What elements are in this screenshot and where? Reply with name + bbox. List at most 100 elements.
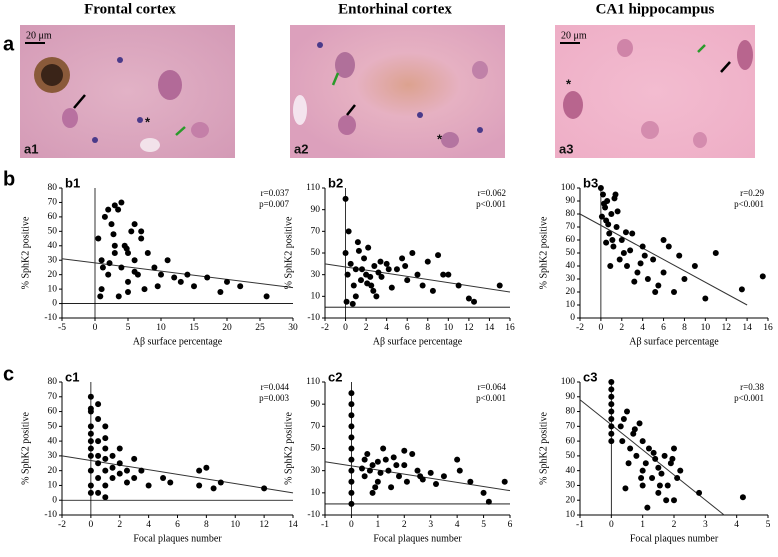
point (105, 271, 112, 278)
point (614, 208, 621, 215)
point (359, 266, 365, 273)
point (344, 271, 351, 278)
point (658, 470, 665, 477)
y-tick-label: 40 (48, 241, 58, 251)
y-tick-label: 30 (48, 451, 58, 461)
point (620, 415, 627, 422)
annotation: p=0.003 (259, 393, 289, 403)
point (350, 282, 357, 289)
row-label: b (3, 168, 15, 190)
point (138, 228, 145, 235)
point (624, 263, 630, 269)
point (261, 485, 268, 492)
point (105, 206, 112, 213)
point (454, 456, 461, 463)
point (598, 213, 605, 220)
point (144, 250, 151, 256)
point (485, 498, 492, 505)
point (361, 255, 368, 262)
point (375, 269, 382, 276)
y-tick-label: 50 (566, 248, 576, 258)
x-tick-label: 15 (189, 323, 199, 333)
x-tick-label: 4 (640, 323, 645, 333)
x-tick-label: 4 (455, 520, 460, 530)
point (352, 266, 359, 273)
point (87, 405, 94, 412)
point (141, 286, 148, 293)
y-tick-label: 80 (566, 407, 576, 417)
y-tick-label: 80 (566, 209, 576, 219)
scale-bar-label: 20 μm (561, 30, 587, 41)
point (608, 423, 615, 430)
point (644, 276, 651, 282)
point (123, 479, 130, 486)
point (191, 283, 197, 290)
point (676, 252, 683, 259)
micrograph: 20 μm * a1 (20, 25, 235, 158)
point (115, 293, 122, 300)
x-tick-label: 3 (428, 520, 433, 530)
point (465, 295, 472, 302)
point (409, 250, 416, 256)
y-axis-label: % SphK2 positive (538, 412, 549, 485)
y-tick-label: 30 (311, 270, 321, 280)
point (611, 195, 618, 202)
micrograph: * a2 (290, 25, 505, 158)
point (125, 250, 131, 256)
column-header: Entorhinal cortex (338, 1, 452, 17)
y-tick-label: 70 (311, 227, 321, 237)
y-tick-label: 40 (566, 261, 576, 271)
point (342, 250, 349, 256)
point (118, 264, 125, 271)
x-tick-label: -5 (58, 323, 66, 333)
point (102, 455, 109, 462)
point (217, 479, 224, 486)
point (171, 274, 178, 281)
point (660, 237, 667, 243)
point (373, 293, 380, 300)
point (636, 420, 643, 427)
point (364, 451, 371, 458)
x-tick-label: 2 (672, 520, 677, 530)
point (348, 456, 355, 463)
y-tick-label: 20 (566, 287, 576, 297)
point (98, 286, 105, 293)
point (639, 243, 646, 250)
point (597, 185, 604, 191)
point (97, 293, 104, 300)
point (739, 494, 746, 501)
point (608, 401, 615, 408)
y-tick-label: 50 (311, 444, 321, 454)
point (610, 243, 617, 250)
annotation: r=0.29 (740, 188, 764, 198)
point (656, 482, 663, 489)
point (145, 482, 152, 489)
point (414, 467, 421, 474)
point (131, 221, 138, 228)
y-tick-label: 70 (311, 422, 321, 432)
point (624, 408, 630, 415)
point (388, 284, 395, 291)
point (348, 478, 355, 485)
point (599, 191, 606, 198)
x-tick-label: 0 (343, 323, 348, 333)
point (348, 401, 355, 408)
point (116, 445, 123, 452)
point (348, 434, 355, 441)
chart-title: c1 (65, 369, 79, 384)
point (95, 452, 102, 459)
point (390, 454, 397, 461)
point (349, 300, 356, 307)
point (372, 484, 379, 491)
point (696, 489, 703, 496)
point (429, 287, 436, 294)
point (480, 489, 487, 496)
point (167, 479, 174, 486)
y-tick-label: 80 (48, 377, 58, 387)
point (650, 256, 657, 263)
x-tick-label: 4 (384, 323, 389, 333)
point (627, 247, 634, 254)
point (116, 470, 123, 477)
point (95, 460, 102, 467)
point (87, 467, 94, 474)
